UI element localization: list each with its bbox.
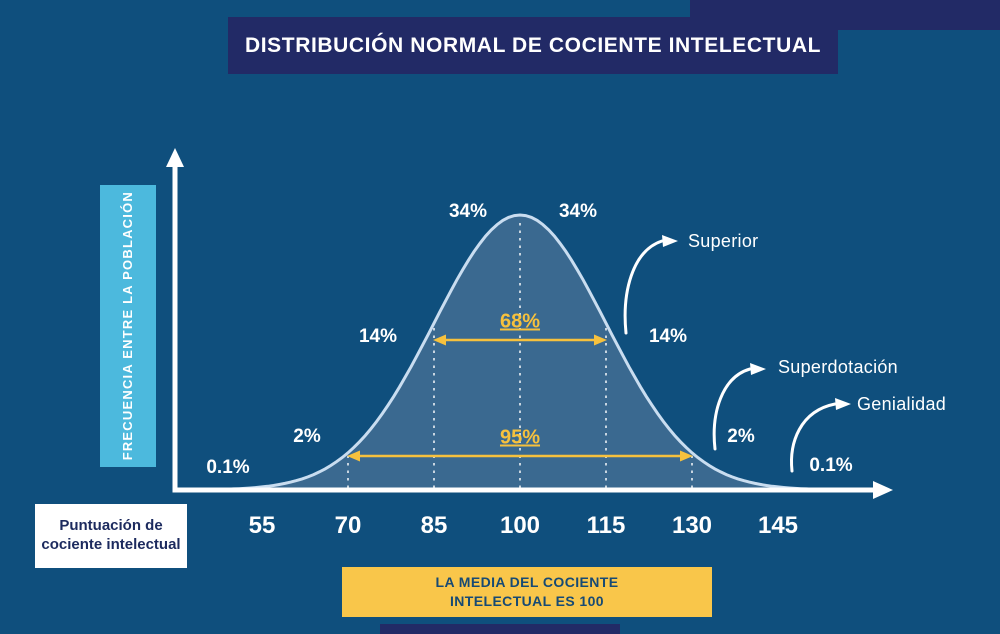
annotation-arrow-2 bbox=[790, 402, 837, 473]
range-arrowhead-right bbox=[594, 334, 607, 346]
annotation-arrowhead bbox=[835, 398, 851, 410]
bottom-decoration bbox=[380, 624, 620, 634]
bell-curve-line bbox=[208, 213, 832, 492]
mean-banner: LA MEDIA DEL COCIENTE INTELECTUAL ES 100 bbox=[342, 567, 712, 617]
x-axis-arrowhead bbox=[873, 481, 893, 499]
y-axis-label-box: FRECUENCIA ENTRE LA POBLACIÓN bbox=[100, 185, 156, 467]
annotation-superior: Superior bbox=[688, 231, 759, 251]
page-title: DISTRIBUCIÓN NORMAL DE COCIENTE INTELECT… bbox=[228, 17, 838, 74]
range-arrowhead-right bbox=[680, 450, 693, 462]
x-axis-label: Puntuación de cociente intelectual bbox=[35, 504, 187, 568]
mean-banner-text: LA MEDIA DEL COCIENTE INTELECTUAL ES 100 bbox=[435, 574, 619, 609]
y-axis-arrowhead bbox=[166, 148, 184, 167]
annotation-arrow-1 bbox=[712, 367, 752, 451]
range-arrowhead-left bbox=[347, 450, 360, 462]
range-arrowhead-left bbox=[433, 334, 446, 346]
annotation-arrowhead bbox=[750, 363, 766, 375]
axes bbox=[172, 166, 874, 493]
annotation-arrow-0 bbox=[623, 239, 664, 335]
annotation-arrowhead bbox=[662, 235, 678, 247]
annotation-genialidad: Genialidad bbox=[857, 394, 947, 414]
annotation-superdotacion: Superdotación bbox=[778, 357, 898, 377]
